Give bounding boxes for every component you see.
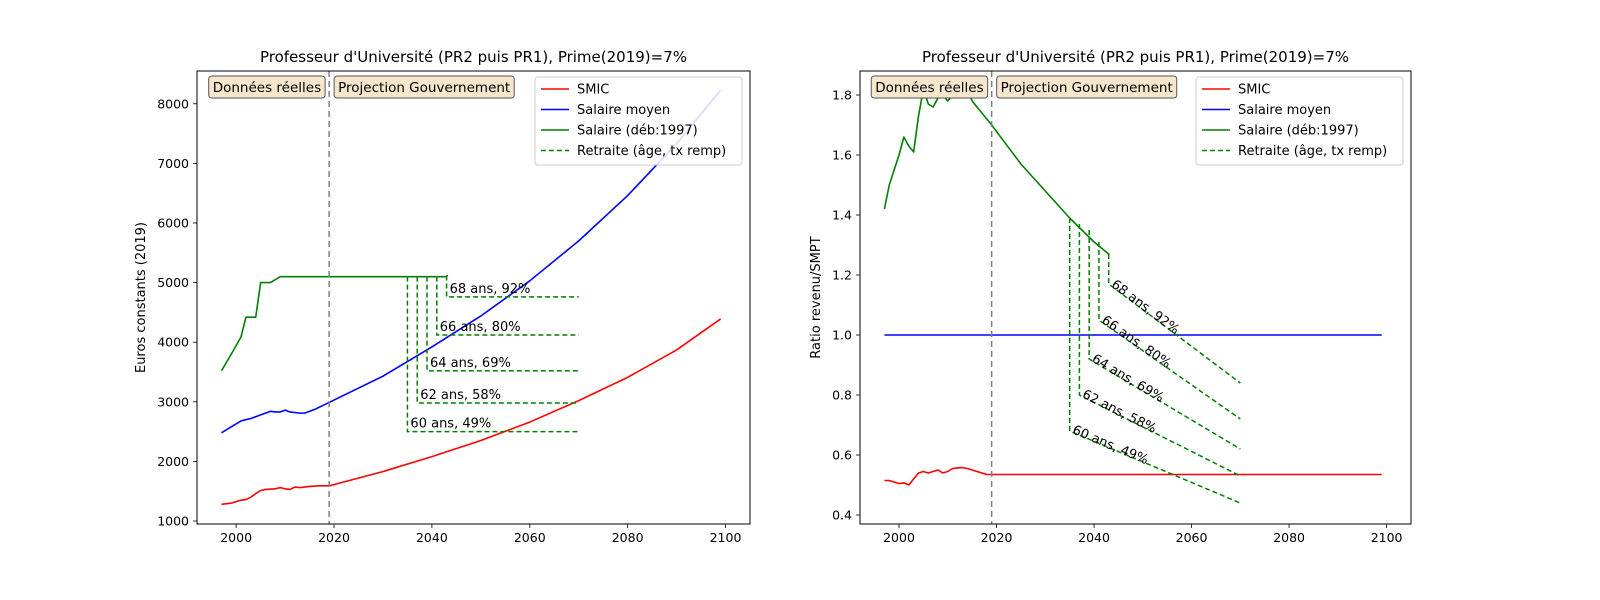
y-tick-label: 6000 bbox=[157, 215, 189, 230]
plot-frame bbox=[859, 70, 1412, 525]
chart-panel-right: Professeur d'Université (PR2 puis PR1), … bbox=[809, 48, 1412, 545]
phase-label-reelles: Données réelles bbox=[213, 80, 321, 96]
legend-box bbox=[1195, 76, 1404, 166]
phase-label-projection: Projection Gouvernement bbox=[338, 80, 510, 96]
y-tick-label: 1.0 bbox=[832, 328, 852, 343]
y-tick-label: 0.6 bbox=[832, 448, 852, 463]
legend-label: Retraite (âge, tx remp) bbox=[1238, 144, 1387, 159]
retirement-annotation: 64 ans, 69% bbox=[430, 356, 511, 371]
retirement-line bbox=[1068, 218, 1241, 504]
y-tick-label: 0.4 bbox=[832, 508, 852, 523]
x-tick-label: 2040 bbox=[416, 530, 448, 545]
x-tick-label: 2000 bbox=[220, 530, 252, 545]
x-tick-label: 2020 bbox=[318, 530, 350, 545]
y-tick-label: 1000 bbox=[157, 514, 189, 529]
phase-box-projection bbox=[996, 75, 1178, 99]
x-tick-label: 2060 bbox=[514, 530, 546, 545]
y-tick-label: 8000 bbox=[157, 96, 189, 111]
y-tick-label: 5000 bbox=[157, 275, 189, 290]
series-line-salaire bbox=[220, 274, 449, 372]
retirement-line bbox=[436, 276, 579, 336]
legend-label: Salaire moyen bbox=[577, 103, 670, 118]
retirement-line bbox=[1088, 230, 1241, 450]
legend-label: Salaire (déb:1997) bbox=[577, 124, 698, 139]
x-tick-label: 2080 bbox=[612, 530, 644, 545]
y-tick-label: 1.2 bbox=[832, 268, 852, 283]
y-tick-label: 7000 bbox=[157, 156, 189, 171]
x-tick-label: 2060 bbox=[1176, 530, 1208, 545]
y-tick-label: 4000 bbox=[157, 335, 189, 350]
retirement-annotation: 60 ans, 49% bbox=[410, 417, 491, 432]
x-tick-label: 2100 bbox=[710, 530, 742, 545]
chart-title: Professeur d'Université (PR2 puis PR1), … bbox=[922, 48, 1349, 66]
series-line-salaire bbox=[883, 88, 1110, 255]
legend-label: Salaire (déb:1997) bbox=[1238, 124, 1359, 139]
chart-title: Professeur d'Université (PR2 puis PR1), … bbox=[260, 48, 687, 66]
retirement-line bbox=[1107, 254, 1241, 384]
chart-panel-left: Professeur d'Université (PR2 puis PR1), … bbox=[134, 48, 751, 545]
phase-label-projection: Projection Gouvernement bbox=[1001, 80, 1173, 96]
y-axis-label: Ratio revenu/SMPT bbox=[809, 236, 824, 358]
x-tick-label: 2000 bbox=[883, 530, 915, 545]
legend-label: Salaire moyen bbox=[1238, 103, 1331, 118]
x-tick-label: 2040 bbox=[1078, 530, 1110, 545]
phase-box-reelles bbox=[870, 75, 989, 99]
y-tick-label: 2000 bbox=[157, 454, 189, 469]
y-tick-label: 0.8 bbox=[832, 388, 852, 403]
y-tick-label: 1.4 bbox=[832, 208, 852, 223]
retirement-annotation: 66 ans, 80% bbox=[440, 320, 521, 335]
y-tick-label: 1.8 bbox=[832, 88, 852, 103]
phase-box-reelles bbox=[208, 75, 326, 99]
phase-label-reelles: Données réelles bbox=[875, 80, 983, 96]
series-line-salaire-moyen bbox=[221, 89, 722, 434]
retirement-annotation: 62 ans, 58% bbox=[420, 388, 501, 403]
legend-label: SMIC bbox=[1238, 83, 1270, 98]
series-line-smic bbox=[884, 466, 1382, 486]
y-tick-label: 1.6 bbox=[832, 148, 852, 163]
y-tick-label: 3000 bbox=[157, 394, 189, 409]
retirement-line bbox=[406, 276, 579, 433]
retirement-line bbox=[426, 276, 579, 372]
retirement-line bbox=[1078, 224, 1241, 477]
phase-box-projection bbox=[333, 75, 515, 99]
x-tick-label: 2080 bbox=[1273, 530, 1305, 545]
series-line-smic bbox=[221, 318, 722, 506]
x-tick-label: 2020 bbox=[981, 530, 1013, 545]
legend-label: Retraite (âge, tx remp) bbox=[577, 144, 726, 159]
retirement-line bbox=[1098, 242, 1241, 420]
legend-box bbox=[534, 76, 743, 166]
x-tick-label: 2100 bbox=[1371, 530, 1403, 545]
retirement-annotation: 68 ans, 92% bbox=[450, 282, 531, 297]
legend-label: SMIC bbox=[577, 83, 609, 98]
retirement-line bbox=[416, 276, 579, 404]
y-axis-label: Euros constants (2019) bbox=[134, 222, 149, 373]
plot-frame bbox=[196, 70, 751, 525]
